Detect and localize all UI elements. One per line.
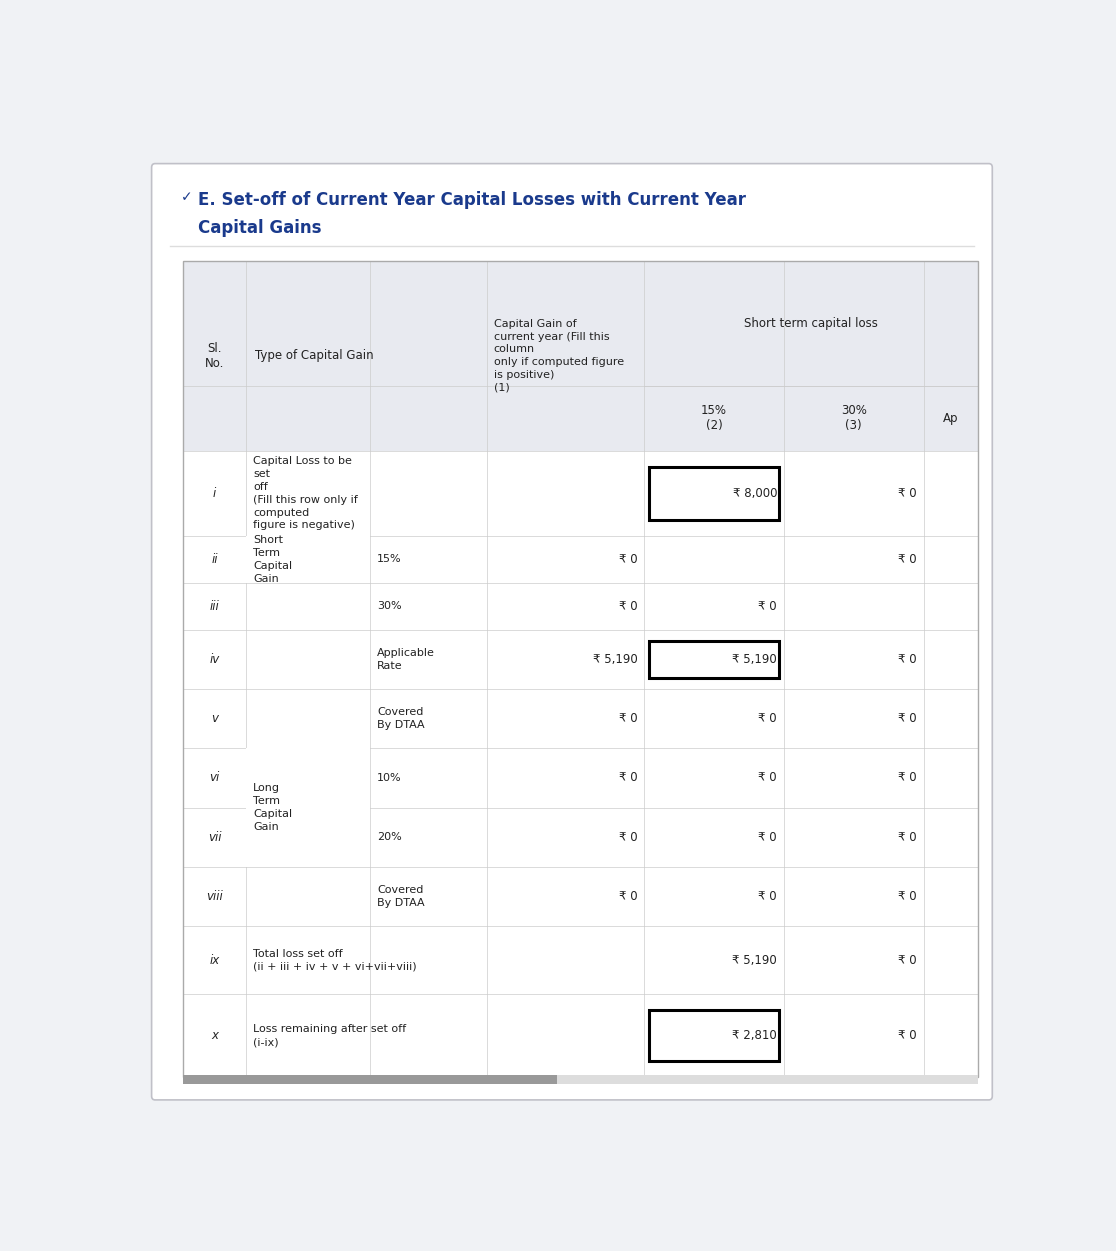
Text: ₹ 0: ₹ 0 <box>898 553 916 565</box>
Text: 10%: 10% <box>377 773 402 783</box>
Text: Capital Loss to be
set
off
(Fill this row only if
computed
figure is negative): Capital Loss to be set off (Fill this ro… <box>253 457 358 530</box>
Text: ₹ 8,000: ₹ 8,000 <box>732 487 777 500</box>
Bar <box>247 537 371 583</box>
Text: ₹ 0: ₹ 0 <box>759 772 777 784</box>
Bar <box>183 689 979 748</box>
Bar <box>183 1075 557 1085</box>
Text: ₹ 0: ₹ 0 <box>759 712 777 726</box>
Bar <box>650 641 779 678</box>
Bar <box>183 867 979 926</box>
Text: ₹ 0: ₹ 0 <box>759 889 777 903</box>
Bar <box>183 995 979 1077</box>
Text: v: v <box>211 712 218 726</box>
Text: ₹ 0: ₹ 0 <box>898 953 916 967</box>
Text: Type of Capital Gain: Type of Capital Gain <box>256 349 374 363</box>
Text: Long
Term
Capital
Gain: Long Term Capital Gain <box>253 783 292 832</box>
Text: ₹ 0: ₹ 0 <box>898 889 916 903</box>
Text: 20%: 20% <box>377 832 402 842</box>
Text: ₹ 0: ₹ 0 <box>898 831 916 843</box>
Bar <box>650 467 779 520</box>
Text: ₹ 0: ₹ 0 <box>618 712 637 726</box>
Text: Short
Term
Capital
Gain: Short Term Capital Gain <box>253 535 292 584</box>
Text: x: x <box>211 1030 218 1042</box>
Text: ₹ 5,190: ₹ 5,190 <box>593 653 637 666</box>
Text: ix: ix <box>210 953 220 967</box>
Bar <box>650 1010 779 1061</box>
Text: E. Set-off of Current Year Capital Losses with Current Year: E. Set-off of Current Year Capital Losse… <box>199 190 747 209</box>
Point <box>637 378 651 393</box>
Bar <box>183 450 979 537</box>
Text: iv: iv <box>210 653 220 666</box>
Text: Sl.
No.: Sl. No. <box>205 342 224 370</box>
Text: Covered
By DTAA: Covered By DTAA <box>377 886 425 908</box>
Bar <box>183 926 979 995</box>
Text: ₹ 0: ₹ 0 <box>618 889 637 903</box>
Bar <box>183 583 979 629</box>
Text: 30%: 30% <box>377 602 402 612</box>
Text: ₹ 0: ₹ 0 <box>898 1030 916 1042</box>
Text: viii: viii <box>206 889 223 903</box>
Text: ₹ 0: ₹ 0 <box>618 831 637 843</box>
Text: i: i <box>213 487 217 500</box>
Text: ₹ 0: ₹ 0 <box>759 599 777 613</box>
Text: ₹ 0: ₹ 0 <box>618 553 637 565</box>
Text: vi: vi <box>210 772 220 784</box>
Text: 30%
(3): 30% (3) <box>840 404 867 432</box>
Text: Capital Gains: Capital Gains <box>199 219 321 238</box>
Text: ₹ 0: ₹ 0 <box>618 599 637 613</box>
Text: 15%
(2): 15% (2) <box>701 404 728 432</box>
Text: ii: ii <box>211 553 218 565</box>
Text: Ap: Ap <box>943 412 959 424</box>
Bar <box>183 261 979 450</box>
Text: Applicable
Rate: Applicable Rate <box>377 648 435 671</box>
Bar <box>557 1075 979 1085</box>
Bar <box>183 629 979 689</box>
Bar <box>183 537 979 583</box>
Text: ₹ 0: ₹ 0 <box>759 831 777 843</box>
Bar <box>247 748 371 867</box>
Bar <box>183 808 979 867</box>
Text: ₹ 5,190: ₹ 5,190 <box>732 653 777 666</box>
Bar <box>183 748 979 808</box>
Text: vii: vii <box>208 831 221 843</box>
Text: ₹ 0: ₹ 0 <box>618 772 637 784</box>
Text: 15%: 15% <box>377 554 402 564</box>
Text: iii: iii <box>210 599 220 613</box>
Text: Total loss set off
(ii + iii + iv + v + vi+vii+viii): Total loss set off (ii + iii + iv + v + … <box>253 950 417 972</box>
Bar <box>183 261 979 1077</box>
Text: Covered
By DTAA: Covered By DTAA <box>377 707 425 729</box>
Text: ✓: ✓ <box>181 190 193 205</box>
FancyBboxPatch shape <box>152 164 992 1100</box>
Text: ₹ 0: ₹ 0 <box>898 712 916 726</box>
Text: ₹ 5,190: ₹ 5,190 <box>732 953 777 967</box>
Text: ₹ 0: ₹ 0 <box>898 487 916 500</box>
Text: Loss remaining after set off
(i-ix): Loss remaining after set off (i-ix) <box>253 1025 406 1047</box>
Text: Capital Gain of
current year (Fill this
column
only if computed figure
is positi: Capital Gain of current year (Fill this … <box>493 319 624 393</box>
Text: ₹ 0: ₹ 0 <box>898 772 916 784</box>
Text: Short term capital loss: Short term capital loss <box>744 317 878 330</box>
Point <box>972 378 985 393</box>
Text: ₹ 0: ₹ 0 <box>898 653 916 666</box>
Text: ₹ 2,810: ₹ 2,810 <box>732 1030 777 1042</box>
